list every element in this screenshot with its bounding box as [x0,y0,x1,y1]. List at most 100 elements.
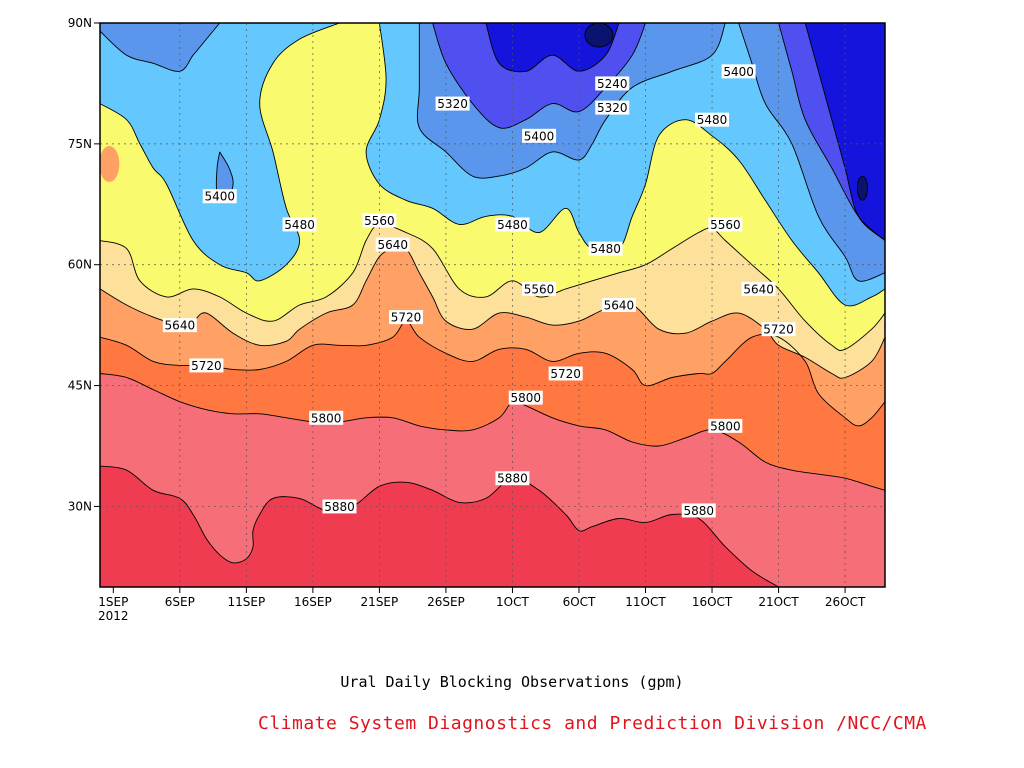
x-tick-label: 16OCT [692,595,733,609]
contour-label: 5480 [495,217,530,232]
contour-label-bg [375,237,410,252]
contour-label: 5800 [708,418,743,433]
fill-layers [100,23,885,587]
contour-label: 5240 [595,76,630,91]
contour-label-text: 5720 [763,323,794,337]
contour-label: 5640 [162,318,197,333]
y-axis: 30N 45N 60N 75N 90N [68,16,100,513]
contour-label-text: 5800 [311,411,342,425]
contour-label: 5560 [708,217,743,232]
contour-label-bg [162,318,197,333]
contour-label-bg [362,213,397,228]
contour-label: 5640 [601,298,636,313]
contour-label: 5320 [595,100,630,115]
contour-label-text: 5320 [597,101,628,115]
contour-label-bg [595,100,630,115]
y-tick-label: 75N [68,137,92,151]
contour-label: 5640 [741,281,776,296]
band-5320-5400-west [100,23,220,72]
contour-label-bg [508,390,543,405]
x-tick-sublabel: 2012 [98,609,129,623]
contour-label-bg [495,471,530,486]
contour-label-bg [595,76,630,91]
contour-label: 5320 [435,96,470,111]
contour-line-5560 [100,223,885,351]
contour-label-text: 5640 [604,299,635,313]
x-tick-label: 26SEP [427,595,465,609]
plot-frame [99,22,886,588]
warm-island-west [100,146,120,182]
contour-label-bg [708,418,743,433]
contour-label-text: 5400 [723,65,754,79]
contour-label-text: 5880 [497,472,528,486]
contour-label: 5880 [322,499,357,514]
x-tick-label: 6SEP [165,595,195,609]
contour-label-bg [588,241,623,256]
chart-title: Ural Daily Blocking Observations (gpm) [340,673,684,691]
y-tick-label: 60N [68,258,92,272]
contour-label-bg [435,96,470,111]
contour-label: 5480 [282,217,317,232]
x-tick-label: 6OCT [563,595,596,609]
contour-label-text: 5240 [597,77,628,91]
y-tick-label: 30N [68,499,92,513]
contour-label-text: 5400 [204,190,235,204]
contour-line-5320 [432,23,646,129]
contour-label-text: 5880 [683,504,714,518]
contour-label-text: 5640 [377,238,408,252]
core-minimum-central [584,23,613,48]
contour-label-bg [522,281,557,296]
contour-label-bg [495,217,530,232]
contour-label: 5400 [721,64,756,79]
band-5400-island [216,151,234,201]
contour-label-text: 5480 [697,113,728,127]
contour-label: 5720 [548,366,583,381]
contour-label: 5400 [522,128,557,143]
contour-label: 5640 [375,237,410,252]
x-tick-label: 21OCT [758,595,799,609]
contour-label-text: 5480 [284,218,315,232]
contour-line-5240 [485,23,620,73]
contour-label-text: 5480 [497,218,528,232]
contour-label: 5560 [362,213,397,228]
contour-label-bg [282,217,317,232]
contour-label-bg [721,64,756,79]
contour-label-text: 5640 [165,319,196,333]
contour-line-5400 [416,23,726,179]
y-tick-label: 45N [68,379,92,393]
contour-label: 5880 [495,471,530,486]
contour-label: 5480 [695,112,730,127]
contour-label-bg [741,281,776,296]
contour-label-text: 5800 [710,419,741,433]
core-minimum-east [857,176,868,201]
contour-label-text: 5880 [324,500,355,514]
contour-label-bg [322,499,357,514]
contour-label-text: 5320 [437,97,468,111]
contour-label-bg [522,128,557,143]
contour-label: 5880 [681,503,716,518]
contour-label-text: 5560 [710,218,741,232]
contour-label-text: 5720 [550,367,581,381]
x-tick-label: 21SEP [361,595,399,609]
contour-label: 5480 [588,241,623,256]
contour-label: 5560 [522,281,557,296]
contour-line-5480 [100,23,340,282]
contour-line-5800 [100,373,885,491]
credit-text: Climate System Diagnostics and Predictio… [258,713,927,734]
x-tick-label: 1OCT [496,595,529,609]
contour-label-text: 5720 [191,359,222,373]
contour-label-text: 5560 [524,282,555,296]
contour-label: 5720 [189,358,224,373]
contour-label-bg [548,366,583,381]
contour-label-bg [695,112,730,127]
contour-line-core-b [856,175,868,201]
x-tick-label: 26OCT [825,595,866,609]
contour-label-bg [389,310,424,325]
contour-label-bg [681,503,716,518]
contour-label: 5720 [761,322,796,337]
x-tick-label: 16SEP [294,595,332,609]
x-tick-label: 11SEP [227,595,265,609]
x-tick-label: 1SEP [98,595,128,609]
contour-label-bg [189,358,224,373]
